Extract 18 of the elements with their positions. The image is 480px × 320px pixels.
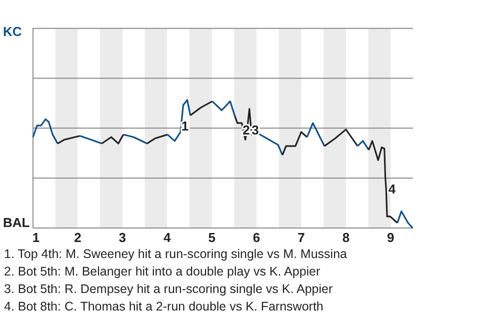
x-tick-label: 1 <box>32 230 40 245</box>
text: KC <box>3 24 22 39</box>
x-tick-label: 3 <box>118 230 126 245</box>
x-tick-label: 2 <box>74 230 82 245</box>
text: 1. Top 4th: M. Sweeney hit a run-scoring single vs M. Mussina <box>4 247 348 261</box>
x-tick-label: 6 <box>252 230 260 245</box>
text: 4. Bot 8th: C. Thomas hit a 2-run double vs K. Farnsworth <box>4 300 324 314</box>
x-tick-label: 5 <box>208 230 216 245</box>
text: 3. Bot 5th: R. Dempsey hit a run-scoring single vs K. Appier <box>4 282 333 296</box>
annotation: 4 <box>388 181 396 196</box>
x-tick-label: 4 <box>164 230 172 245</box>
x-tick-label: 9 <box>387 230 394 245</box>
text: 2. Bot 5th: M. Belanger hit into a double play vs K. Appier <box>4 264 320 278</box>
x-tick-label: 8 <box>342 230 350 245</box>
annotation: 2 <box>242 122 250 138</box>
annotation: 1 <box>181 118 189 134</box>
x-tick-label: 7 <box>298 230 305 245</box>
text: BAL <box>3 215 30 230</box>
